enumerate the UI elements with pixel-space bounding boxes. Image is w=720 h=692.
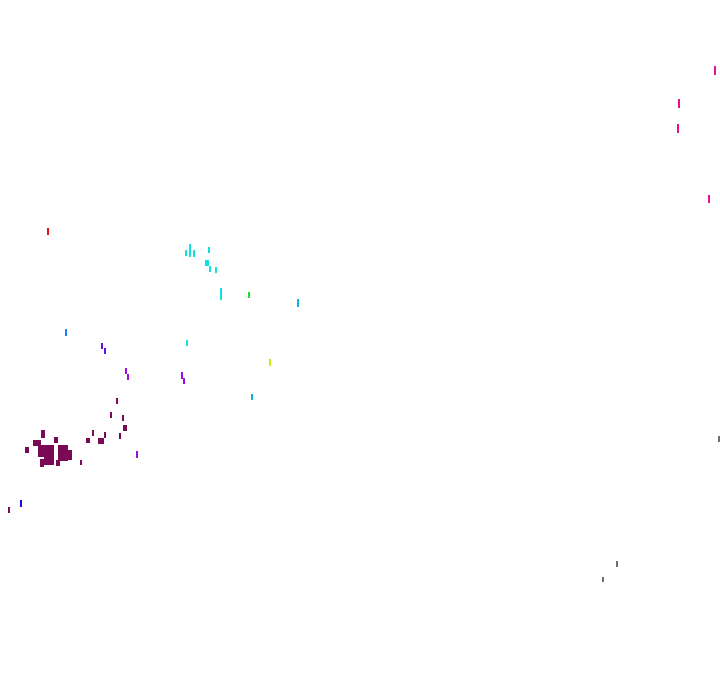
mark (189, 244, 191, 257)
mark (220, 288, 222, 300)
mark (38, 445, 54, 457)
mark (119, 433, 121, 439)
mark (185, 250, 187, 256)
mark (40, 459, 44, 467)
mark (25, 447, 29, 453)
mark (127, 374, 129, 380)
mark (92, 430, 94, 436)
mark (251, 394, 253, 400)
mark (602, 577, 604, 582)
mark (44, 455, 54, 465)
mark (718, 436, 720, 442)
mark (104, 348, 106, 354)
mark (205, 260, 209, 266)
mark (80, 460, 82, 465)
mark (116, 398, 118, 404)
mark (65, 329, 67, 336)
mark (183, 378, 185, 384)
mark (215, 267, 217, 273)
mark (41, 430, 45, 438)
mark (297, 299, 299, 307)
mark (193, 250, 195, 257)
mark (248, 292, 250, 298)
mark (186, 340, 188, 346)
mark (125, 368, 127, 374)
mark (122, 415, 124, 421)
mark (104, 432, 106, 438)
mark (8, 507, 10, 513)
mark (136, 451, 138, 458)
mark (677, 124, 679, 133)
mark (98, 438, 104, 444)
mark (708, 195, 710, 203)
mark (58, 445, 68, 461)
mark (54, 437, 58, 443)
mark (56, 460, 60, 466)
mark (86, 438, 90, 443)
mark (110, 412, 112, 418)
mark (64, 450, 72, 460)
mark (47, 228, 49, 235)
mark (616, 561, 618, 567)
mark (269, 359, 271, 366)
mark (678, 99, 680, 108)
mark (181, 372, 183, 379)
mark (33, 440, 41, 446)
mark (123, 425, 127, 431)
mark (208, 247, 210, 253)
mark (20, 500, 22, 507)
mark (101, 343, 103, 349)
mark (714, 66, 716, 75)
mark (209, 266, 211, 272)
